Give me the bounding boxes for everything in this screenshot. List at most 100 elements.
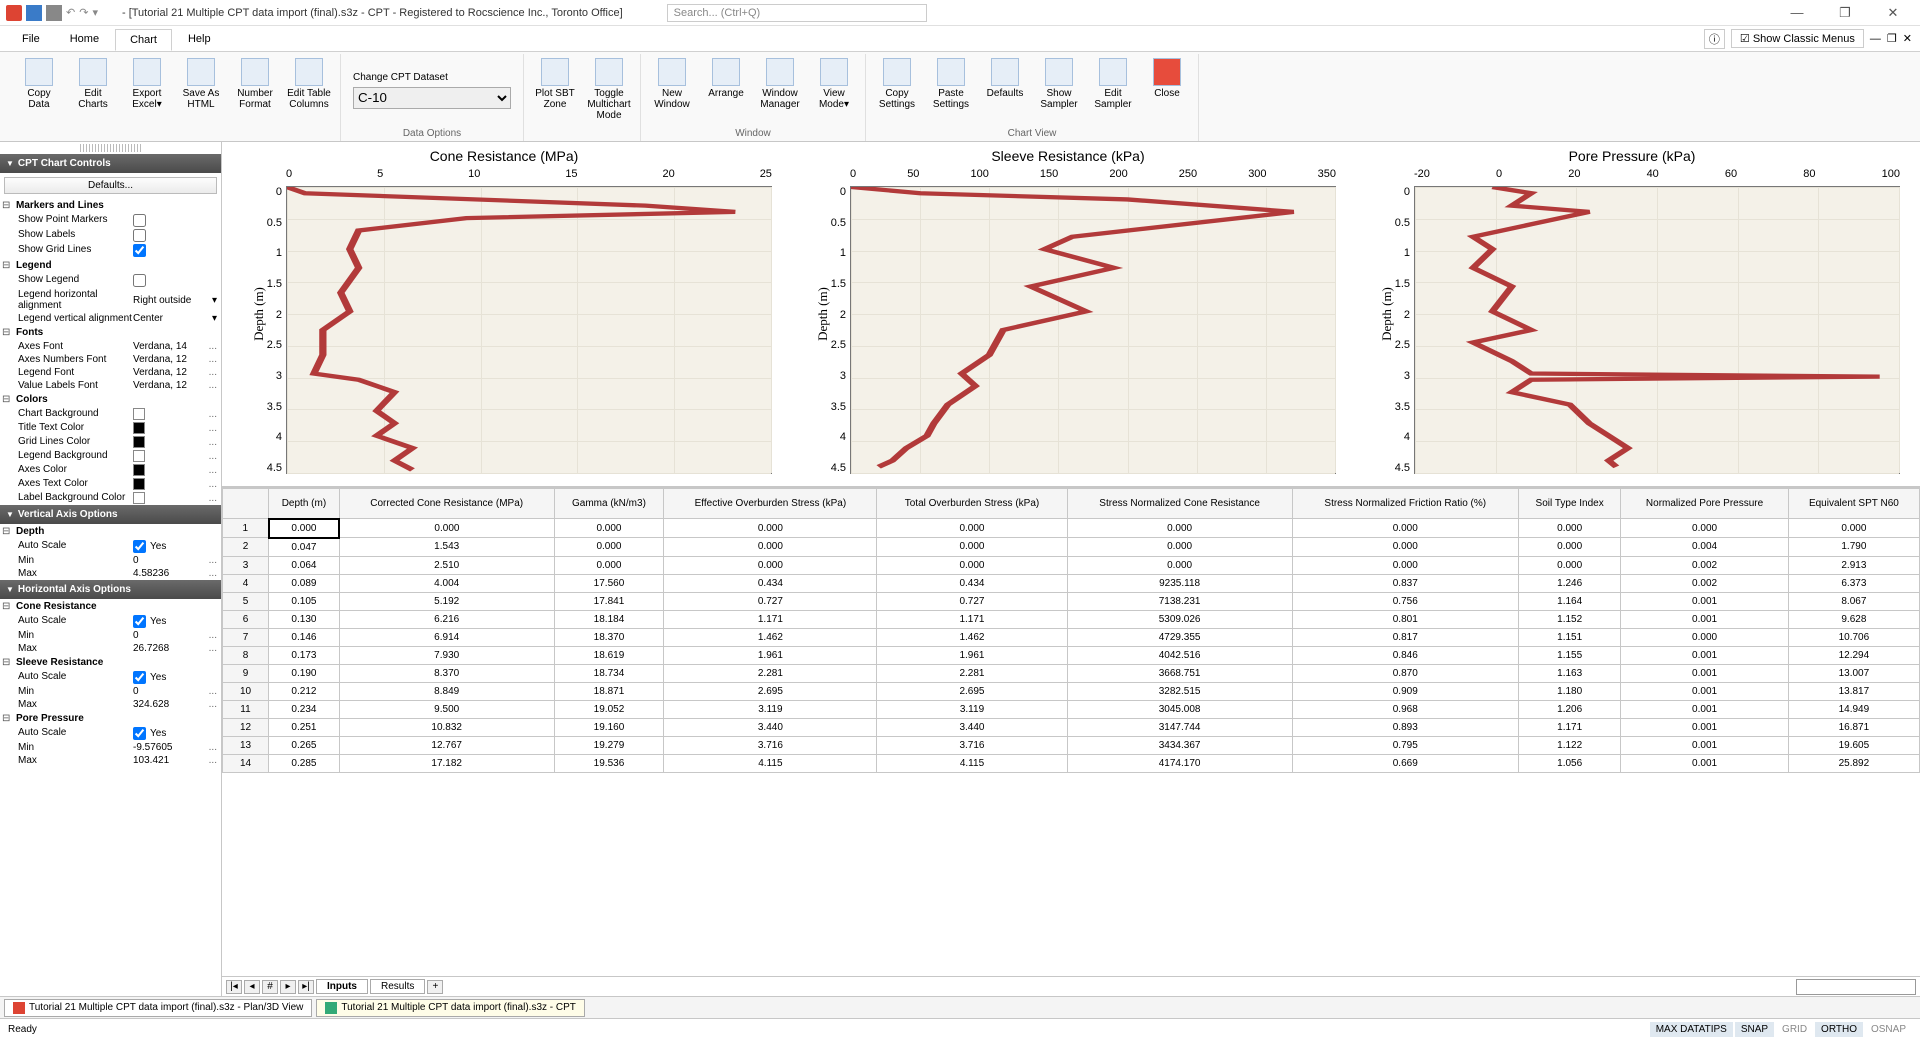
status-ortho[interactable]: ORTHO — [1815, 1022, 1863, 1037]
minimize-button[interactable]: — — [1782, 5, 1812, 21]
ribbon-toggle[interactable]: ToggleMultichart Mode — [584, 54, 634, 137]
section-pore-pressure[interactable]: Pore Pressure — [0, 711, 221, 726]
prop-axes-text-color[interactable]: Axes Text Color... — [0, 477, 221, 491]
checkbox[interactable] — [133, 274, 146, 287]
col-header[interactable]: Normalized Pore Pressure — [1621, 489, 1788, 519]
section-colors[interactable]: Colors — [0, 392, 221, 407]
color-swatch[interactable] — [133, 450, 145, 462]
qat-save-icon[interactable] — [26, 5, 42, 21]
prop-min[interactable]: Min0... — [0, 554, 221, 567]
sheet-add-icon[interactable]: + — [427, 980, 443, 994]
sheet-nav-prev[interactable]: ◂ — [244, 980, 260, 994]
status-grid[interactable]: GRID — [1776, 1022, 1813, 1037]
mdi-close-icon[interactable]: ✕ — [1903, 32, 1912, 45]
ribbon-view[interactable]: ViewMode▾ — [809, 54, 859, 126]
prop-grid-lines-color[interactable]: Grid Lines Color... — [0, 435, 221, 449]
ribbon-export[interactable]: ExportExcel▾ — [122, 54, 172, 137]
section-depth[interactable]: Depth — [0, 524, 221, 539]
menu-help[interactable]: Help — [174, 29, 225, 49]
col-header[interactable]: Stress Normalized Friction Ratio (%) — [1292, 489, 1518, 519]
mdi-restore-icon[interactable]: ❐ — [1887, 32, 1897, 45]
table-row[interactable]: 80.1737.93018.6191.9611.9614042.5160.846… — [223, 646, 1920, 664]
status-snap[interactable]: SNAP — [1735, 1022, 1774, 1037]
ribbon-paste[interactable]: PasteSettings — [926, 54, 976, 126]
table-row[interactable]: 90.1908.37018.7342.2812.2813668.7510.870… — [223, 664, 1920, 682]
panel-horizontal-axis[interactable]: Horizontal Axis Options — [0, 580, 221, 599]
status-max-datatips[interactable]: MAX DATATIPS — [1650, 1022, 1733, 1037]
prop-axes-numbers-font[interactable]: Axes Numbers FontVerdana, 12... — [0, 353, 221, 366]
table-row[interactable]: 50.1055.19217.8410.7270.7277138.2310.756… — [223, 592, 1920, 610]
ribbon-copy[interactable]: CopySettings — [872, 54, 922, 126]
close-button[interactable]: ✕ — [1878, 5, 1908, 21]
ribbon-copy[interactable]: CopyData — [14, 54, 64, 137]
drag-handle-icon[interactable] — [80, 144, 141, 152]
prop-legend-horizontal-alignment[interactable]: Legend horizontal alignmentRight outside… — [0, 288, 221, 312]
section-sleeve-resistance[interactable]: Sleeve Resistance — [0, 655, 221, 670]
ribbon-new[interactable]: NewWindow — [647, 54, 697, 126]
ribbon-number[interactable]: NumberFormat — [230, 54, 280, 137]
defaults-button[interactable]: Defaults... — [4, 177, 217, 194]
status-osnap[interactable]: OSNAP — [1865, 1022, 1912, 1037]
prop-max[interactable]: Max4.58236... — [0, 567, 221, 580]
chart-sleeve-resistance-kpa-[interactable]: Sleeve Resistance (kPa) 0501001502002503… — [790, 146, 1346, 482]
doctab-cpt[interactable]: Tutorial 21 Multiple CPT data import (fi… — [316, 999, 585, 1017]
qat-redo-icon[interactable]: ↷ — [79, 6, 88, 19]
prop-legend-vertical-alignment[interactable]: Legend vertical alignmentCenter ▾ — [0, 312, 221, 325]
prop-auto-scale[interactable]: Auto Scale Yes — [0, 614, 221, 629]
color-swatch[interactable] — [133, 478, 145, 490]
table-row[interactable]: 40.0894.00417.5600.4340.4349235.1180.837… — [223, 574, 1920, 592]
checkbox[interactable] — [133, 671, 146, 684]
ribbon-arrange[interactable]: Arrange — [701, 54, 751, 126]
prop-min[interactable]: Min0... — [0, 685, 221, 698]
table-row[interactable]: 120.25110.83219.1603.4403.4403147.7440.8… — [223, 718, 1920, 736]
sheet-nav-first[interactable]: |◂ — [226, 980, 242, 994]
ribbon-save-as[interactable]: Save AsHTML — [176, 54, 226, 137]
checkbox[interactable] — [133, 540, 146, 553]
panel-vertical-axis[interactable]: Vertical Axis Options — [0, 505, 221, 524]
command-input[interactable] — [1796, 979, 1916, 995]
table-row[interactable]: 130.26512.76719.2793.7163.7163434.3670.7… — [223, 736, 1920, 754]
ribbon-window[interactable]: WindowManager — [755, 54, 805, 126]
sheet-nav-next[interactable]: ▸ — [280, 980, 296, 994]
prop-axes-font[interactable]: Axes FontVerdana, 14... — [0, 340, 221, 353]
col-header[interactable]: Depth (m) — [269, 489, 340, 519]
chart-pore-pressure-kpa-[interactable]: Pore Pressure (kPa) -20020406080100 00.5… — [1354, 146, 1910, 482]
table-row[interactable]: 20.0471.5430.0000.0000.0000.0000.0000.00… — [223, 538, 1920, 557]
sheet-nav-last[interactable]: ▸| — [298, 980, 314, 994]
prop-chart-background[interactable]: Chart Background... — [0, 407, 221, 421]
info-icon[interactable]: ⓘ — [1704, 29, 1725, 49]
col-header[interactable]: Effective Overburden Stress (kPa) — [664, 489, 877, 519]
prop-legend-background[interactable]: Legend Background... — [0, 449, 221, 463]
prop-auto-scale[interactable]: Auto Scale Yes — [0, 726, 221, 741]
col-header[interactable] — [223, 489, 269, 519]
qat-undo-icon[interactable]: ↶ — [66, 6, 75, 19]
panel-cpt-chart-controls[interactable]: CPT Chart Controls — [0, 154, 221, 173]
color-swatch[interactable] — [133, 464, 145, 476]
menu-chart[interactable]: Chart — [115, 29, 172, 51]
data-table-wrap[interactable]: Depth (m)Corrected Cone Resistance (MPa)… — [222, 487, 1920, 976]
prop-min[interactable]: Min0... — [0, 629, 221, 642]
mdi-minimize-icon[interactable]: — — [1870, 33, 1881, 45]
prop-label-background-color[interactable]: Label Background Color... — [0, 491, 221, 505]
ribbon-defaults[interactable]: Defaults — [980, 54, 1030, 126]
col-header[interactable]: Equivalent SPT N60 — [1788, 489, 1919, 519]
prop-show-legend[interactable]: Show Legend — [0, 273, 221, 288]
checkbox[interactable] — [133, 214, 146, 227]
col-header[interactable]: Soil Type Index — [1518, 489, 1620, 519]
ribbon-edit[interactable]: EditCharts — [68, 54, 118, 137]
checkbox[interactable] — [133, 244, 146, 257]
prop-auto-scale[interactable]: Auto Scale Yes — [0, 539, 221, 554]
doctab-plan3d[interactable]: Tutorial 21 Multiple CPT data import (fi… — [4, 999, 312, 1017]
prop-show-point-markers[interactable]: Show Point Markers — [0, 213, 221, 228]
section-markers-and-lines[interactable]: Markers and Lines — [0, 198, 221, 213]
ribbon-show[interactable]: ShowSampler — [1034, 54, 1084, 126]
chart-cone-resistance-mpa-[interactable]: Cone Resistance (MPa) 0510152025 00.511.… — [226, 146, 782, 482]
checkbox[interactable] — [133, 615, 146, 628]
table-row[interactable]: 10.0000.0000.0000.0000.0000.0000.0000.00… — [223, 519, 1920, 538]
maximize-button[interactable]: ❐ — [1830, 5, 1860, 21]
prop-show-grid-lines[interactable]: Show Grid Lines — [0, 243, 221, 258]
color-swatch[interactable] — [133, 436, 145, 448]
table-row[interactable]: 60.1306.21618.1841.1711.1715309.0260.801… — [223, 610, 1920, 628]
qat-dropdown-icon[interactable]: ▾ — [92, 6, 98, 19]
table-row[interactable]: 70.1466.91418.3701.4621.4624729.3550.817… — [223, 628, 1920, 646]
